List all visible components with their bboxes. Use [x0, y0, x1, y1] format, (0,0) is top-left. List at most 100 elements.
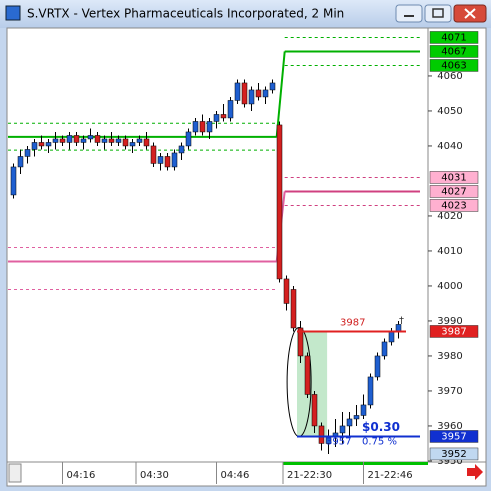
- time-axis: [6, 461, 487, 487]
- plot-area: [6, 27, 429, 463]
- candle-body: [255, 89, 262, 98]
- candle-body: [10, 166, 17, 196]
- candle-body: [234, 82, 241, 101]
- price-marker: [429, 59, 479, 72]
- price-marker-label: 4031: [441, 172, 466, 183]
- low-label: 3957: [326, 436, 351, 447]
- candle-body: [59, 138, 66, 143]
- cursor-mark: †: [399, 315, 404, 326]
- candle-body: [143, 138, 150, 147]
- candle-body: [220, 114, 227, 119]
- price-marker: [429, 325, 479, 338]
- price-marker-label: 4023: [441, 200, 466, 211]
- candle-body: [360, 404, 367, 416]
- x-tick-label: 04:16: [67, 470, 96, 481]
- candle-body: [248, 89, 255, 105]
- price-marker: [429, 45, 479, 58]
- y-tick-label: 4010: [437, 246, 462, 257]
- price-marker: [429, 430, 479, 443]
- candle-body: [192, 121, 199, 133]
- candle-body: [31, 142, 38, 150]
- candle-body: [108, 138, 115, 143]
- candle-body: [318, 425, 325, 444]
- y-tick-label: 4050: [437, 106, 462, 117]
- entry-label: 3987: [340, 317, 365, 328]
- candle-body: [199, 121, 206, 133]
- close-glyph: [464, 8, 476, 19]
- candle-body: [241, 82, 248, 105]
- candle-body: [276, 124, 283, 280]
- price-marker-label: 4063: [441, 60, 466, 71]
- price-marker: [429, 185, 479, 198]
- candle-body: [388, 331, 395, 343]
- candle-body: [227, 100, 234, 119]
- price-marker-label: 4067: [441, 46, 466, 57]
- candle-body: [262, 89, 269, 98]
- y-tick-label: 4060: [437, 71, 462, 82]
- candle-body: [24, 149, 31, 157]
- candle-body: [80, 138, 87, 143]
- y-tick-label: 4020: [437, 211, 462, 222]
- scroll-handle[interactable]: [8, 463, 22, 483]
- candle-body: [374, 355, 381, 378]
- minimize-button[interactable]: [395, 4, 423, 23]
- candle-body: [94, 135, 101, 143]
- candle-body: [129, 142, 136, 147]
- window-title: S.VRTX - Vertex Pharmaceuticals Incorpor…: [27, 7, 344, 21]
- y-tick-label: 3950: [437, 456, 462, 467]
- x-tick-label: 04:46: [221, 470, 250, 481]
- price-axis: [427, 27, 487, 463]
- candle-body: [171, 152, 178, 168]
- y-tick-label: 3980: [437, 351, 462, 362]
- candle-body: [73, 135, 80, 143]
- candle-body: [381, 341, 388, 357]
- app-icon: [5, 5, 21, 21]
- candle-body: [297, 327, 304, 357]
- session-bar: [283, 462, 428, 465]
- candle-body: [52, 138, 59, 143]
- price-marker-label: 3952: [441, 449, 466, 460]
- scroll-right[interactable]: [467, 464, 483, 480]
- price-marker: [429, 199, 479, 212]
- candle-body: [213, 114, 220, 122]
- candle-body: [339, 425, 346, 434]
- gain-label: $0.30: [362, 420, 400, 434]
- y-tick-label: 3970: [437, 386, 462, 397]
- candle-body: [185, 131, 192, 147]
- candle-body: [101, 138, 108, 143]
- candle-body: [346, 418, 353, 427]
- y-tick-label: 3990: [437, 316, 462, 327]
- candle-body: [353, 415, 360, 420]
- price-marker-label: 4027: [441, 186, 466, 197]
- y-tick-label: 3960: [437, 421, 462, 432]
- x-tick-label: 21-22:30: [287, 470, 332, 481]
- candle-body: [45, 142, 52, 147]
- x-tick-label: 04:30: [140, 470, 169, 481]
- candle-body: [367, 376, 374, 406]
- candle-body: [164, 156, 171, 168]
- maximize-glyph: [432, 8, 444, 18]
- price-marker-label: 4071: [441, 32, 466, 43]
- level-connector: [275, 51, 286, 137]
- y-tick-label: 4040: [437, 141, 462, 152]
- price-marker: [429, 31, 479, 44]
- candle-body: [290, 289, 297, 329]
- candle-body: [136, 138, 143, 143]
- price-marker-label: 3957: [441, 431, 466, 442]
- candle-body: [283, 278, 290, 304]
- candle-body: [17, 156, 24, 168]
- candle-body: [311, 394, 318, 427]
- price-marker: [429, 447, 479, 461]
- candle-body: [304, 355, 311, 395]
- maximize-button[interactable]: [424, 4, 452, 23]
- candle-body: [38, 142, 45, 147]
- candle-body: [157, 156, 164, 164]
- y-tick-label: 4000: [437, 281, 462, 292]
- candle-body: [122, 138, 129, 147]
- candle-body: [66, 135, 73, 143]
- candle-body: [150, 145, 157, 164]
- gain-pct-label: 0.75 %: [362, 436, 397, 447]
- price-marker: [429, 171, 479, 184]
- candle-body: [206, 121, 213, 133]
